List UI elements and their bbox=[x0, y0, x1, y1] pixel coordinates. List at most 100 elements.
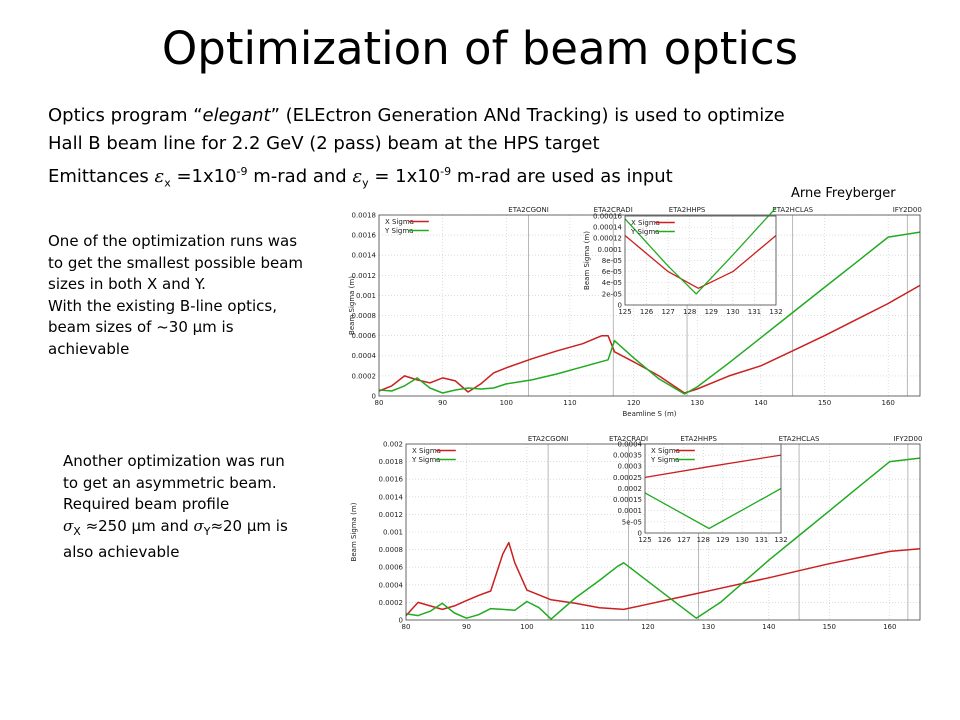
sigma-symbol: σ bbox=[63, 516, 74, 535]
note1-line: achievable bbox=[48, 339, 130, 358]
inset-y-tick-label: 0.00014 bbox=[593, 224, 622, 232]
x-tick-label: 120 bbox=[627, 399, 640, 407]
inset-x-tick-label: 128 bbox=[683, 308, 696, 316]
exponent-1: -9 bbox=[236, 165, 248, 178]
inset-y-tick-label: 4e-05 bbox=[602, 279, 622, 287]
note1-line: One of the optimization runs was bbox=[48, 232, 298, 250]
element-marker-label: ETA2CGONI bbox=[508, 206, 549, 214]
inset-x-tick-label: 127 bbox=[661, 308, 674, 316]
intro-text: Optics program “elegant” (ELEctron Gener… bbox=[48, 102, 888, 198]
note2-line: σX ≈250 μm and σY≈20 μm is bbox=[63, 516, 353, 543]
element-marker-label: IFY2D00 bbox=[893, 206, 922, 214]
series-x-sigma bbox=[405, 541, 921, 617]
inset-y-tick-label: 0.00012 bbox=[593, 235, 622, 243]
x-tick-label: 160 bbox=[883, 623, 896, 631]
inset-y-tick-label: 0.00015 bbox=[613, 496, 642, 504]
x-tick-label: 100 bbox=[520, 623, 533, 631]
inset-y-tick-label: 0.00025 bbox=[613, 474, 642, 482]
series-y-sigma bbox=[378, 231, 921, 395]
intro-line-3d: = 1x10 bbox=[368, 166, 441, 187]
inset-x-tick-label: 127 bbox=[677, 536, 690, 544]
y-tick-label: 0.001 bbox=[383, 528, 403, 536]
element-marker-label: ETA2HCLAS bbox=[779, 435, 820, 443]
series-x-sigma bbox=[378, 284, 921, 394]
inset-x-tick-label: 132 bbox=[769, 308, 782, 316]
inset-x-tick-label: 128 bbox=[697, 536, 710, 544]
inset-y-tick-label: 0.0003 bbox=[618, 463, 643, 471]
subscript-y: Y bbox=[203, 524, 211, 538]
sigma-symbol-2: σ bbox=[193, 516, 204, 535]
y-tick-label: 0.0002 bbox=[379, 599, 404, 607]
note2-line: to get an asymmetric beam. bbox=[63, 473, 277, 492]
intro-line-3a: Emittances bbox=[48, 166, 155, 187]
y-tick-label: 0.001 bbox=[356, 292, 376, 300]
element-marker-label: IFY2D00 bbox=[893, 435, 922, 443]
x-tick-label: 140 bbox=[762, 623, 775, 631]
y-tick-label: 0.0008 bbox=[379, 546, 404, 554]
inset-x-tick-label: 126 bbox=[640, 308, 654, 316]
note2-line-4b: ≈20 μm is bbox=[210, 516, 288, 535]
y-tick-label: 0.0018 bbox=[352, 211, 377, 219]
y-tick-label: 0 bbox=[399, 616, 403, 624]
inset-series-y-sigma bbox=[644, 487, 782, 530]
program-name: elegant bbox=[202, 105, 271, 126]
x-tick-label: 130 bbox=[702, 623, 715, 631]
note2-line-4a: ≈250 μm and bbox=[80, 516, 194, 535]
x-tick-label: 110 bbox=[563, 399, 576, 407]
plot-frame bbox=[378, 214, 921, 397]
x-tick-label: 90 bbox=[438, 399, 447, 407]
inset-y-tick-label: 0.0002 bbox=[618, 485, 643, 493]
inset-legend-label: Y Sigma bbox=[630, 228, 659, 236]
inset-legend-label: X Sigma bbox=[651, 447, 680, 455]
x-tick-label: 150 bbox=[818, 399, 831, 407]
element-marker-label: ETA2HCLAS bbox=[772, 206, 813, 214]
inset-plot-frame bbox=[624, 215, 777, 306]
legend-label: X Sigma bbox=[385, 218, 414, 226]
series-y-sigma bbox=[405, 457, 921, 620]
y-tick-label: 0.0004 bbox=[352, 352, 377, 360]
intro-line-3: Emittances εx =1x10-9 m-rad and εy = 1x1… bbox=[48, 158, 888, 198]
author-credit: Arne Freyberger bbox=[791, 186, 896, 201]
intro-line-1a: Optics program “ bbox=[48, 105, 203, 126]
y-tick-label: 0.0002 bbox=[352, 372, 377, 380]
beam-sigma-chart-1: 80 90 100 110 120 130 140 150 160 0 0.0002 0.0004 0.… bbox=[348, 206, 922, 418]
inset-series-x-sigma bbox=[644, 454, 782, 479]
note1-line: With the existing B-line optics, bbox=[48, 296, 277, 315]
note2-line: Another optimization was run bbox=[63, 452, 285, 470]
inset-series-y-sigma bbox=[624, 207, 777, 295]
inset-x-tick-label: 126 bbox=[658, 536, 672, 544]
inset-y-tick-label: 0.0001 bbox=[598, 246, 623, 254]
y-tick-label: 0.0016 bbox=[379, 476, 404, 484]
intro-line-1b: ” (ELEctron Generation ANd Tracking) is … bbox=[270, 105, 785, 126]
legend-label: Y Sigma bbox=[411, 456, 440, 464]
page-title: Optimization of beam optics bbox=[161, 22, 799, 75]
note-smallest-beam: One of the optimization runs was to get … bbox=[48, 231, 348, 360]
inset-x-tick-label: 125 bbox=[638, 536, 651, 544]
y-tick-label: 0.0018 bbox=[379, 458, 404, 466]
beam-sigma-chart-2: 80 90 100 110 120 130 140 150 160 0 0.0002 0.0004 0.… bbox=[350, 435, 922, 631]
element-marker-label: ETA2CRADI bbox=[594, 206, 633, 214]
x-tick-label: 120 bbox=[641, 623, 654, 631]
inset-x-tick-label: 130 bbox=[735, 536, 748, 544]
inset-series-x-sigma bbox=[624, 235, 777, 289]
inset-x-tick-label: 125 bbox=[618, 308, 631, 316]
intro-line-3c: m-rad and bbox=[247, 166, 353, 187]
y-tick-label: 0 bbox=[372, 392, 376, 400]
x-tick-label: 110 bbox=[581, 623, 594, 631]
inset-legend-label: X Sigma bbox=[631, 219, 660, 227]
y-tick-label: 0.0016 bbox=[352, 232, 377, 240]
y-tick-label: 0.0012 bbox=[379, 511, 404, 519]
inset-y-tick-label: 0.00016 bbox=[593, 212, 622, 220]
note-asymmetric-beam: Another optimization was run to get an a… bbox=[63, 451, 353, 564]
y-tick-label: 0.0012 bbox=[352, 272, 377, 280]
x-tick-label: 130 bbox=[691, 399, 704, 407]
y-tick-label: 0.002 bbox=[383, 440, 403, 448]
inset-y-axis-title: Beam Sigma (m) bbox=[583, 231, 591, 290]
x-tick-label: 80 bbox=[375, 399, 384, 407]
epsilon-symbol-2: ε bbox=[352, 166, 363, 187]
inset-y-tick-label: 2e-05 bbox=[602, 290, 622, 298]
inset-x-tick-label: 132 bbox=[774, 536, 787, 544]
intro-line-3e: m-rad are used as input bbox=[451, 166, 673, 187]
inset-x-tick-label: 131 bbox=[748, 308, 761, 316]
element-marker-label: ETA2CRADI bbox=[609, 435, 648, 443]
